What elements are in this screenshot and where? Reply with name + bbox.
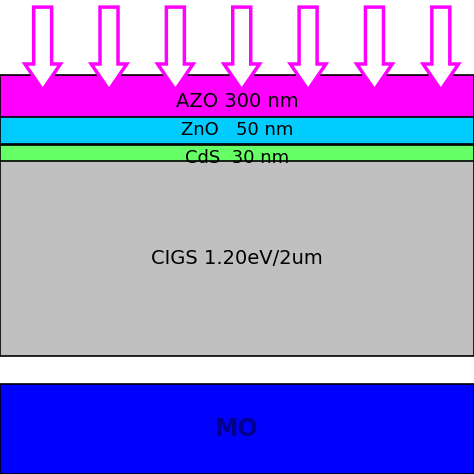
Bar — [0, 117, 474, 144]
Polygon shape — [290, 7, 326, 90]
Text: CdS  30 nm: CdS 30 nm — [185, 149, 289, 167]
Polygon shape — [25, 7, 61, 90]
Polygon shape — [224, 7, 259, 90]
Text: AZO 300 nm: AZO 300 nm — [176, 92, 298, 111]
Text: MO: MO — [215, 417, 259, 441]
Polygon shape — [157, 7, 193, 90]
Text: CIGS 1.20eV/2um: CIGS 1.20eV/2um — [151, 249, 323, 268]
Text: ZnO   50 nm: ZnO 50 nm — [181, 121, 293, 139]
Polygon shape — [356, 7, 392, 90]
Bar — [0, 74, 474, 129]
Polygon shape — [91, 7, 127, 90]
Polygon shape — [423, 7, 459, 90]
Bar — [0, 384, 474, 474]
Bar — [0, 145, 474, 172]
Bar — [0, 161, 474, 356]
